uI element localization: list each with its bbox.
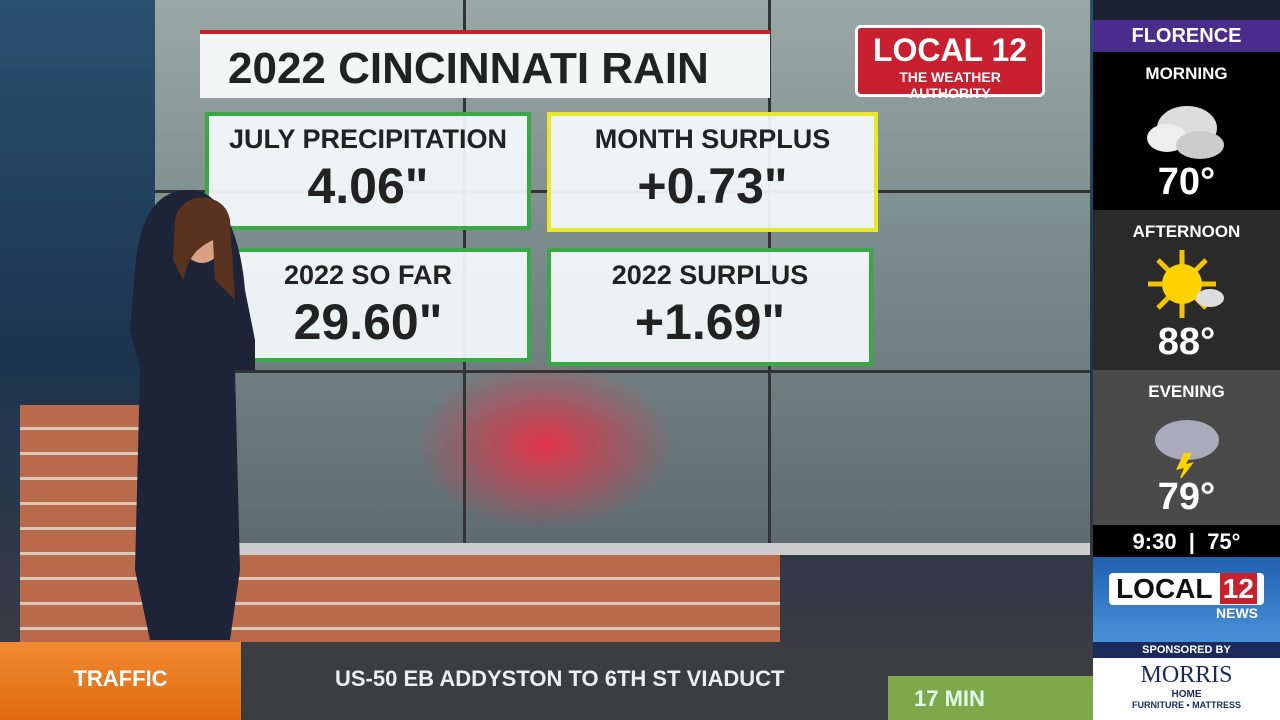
logo-tagline: THE WEATHER AUTHORITY (899, 69, 1001, 101)
stat-box: JULY PRECIPITATION 4.06" (205, 112, 531, 230)
sponsor-name: MORRIS (1140, 662, 1233, 688)
stat-box: 2022 SO FAR 29.60" (205, 248, 531, 362)
logo-brand: LOCAL (872, 32, 983, 68)
logo-number: 12 (991, 32, 1028, 68)
cloud-icon (1146, 106, 1224, 159)
period-name: AFTERNOON (1132, 222, 1241, 241)
stat-value: +0.73" (637, 158, 788, 214)
weather-logo: LOCAL 12 THE WEATHER AUTHORITY (855, 25, 1045, 101)
period-name: EVENING (1148, 382, 1225, 401)
logo-sub: NEWS (1216, 605, 1258, 621)
stat-label: JULY PRECIPITATION (228, 124, 508, 154)
forecast-period: EVENING 79° (1093, 370, 1280, 525)
rain-blur (415, 360, 675, 530)
presenter (130, 190, 255, 640)
sponsor: SPONSORED BY MORRIS HOME FURNITURE • MAT… (1093, 642, 1280, 720)
forecast-period: AFTERNOON 88° (1093, 210, 1280, 370)
title-bar: 2022 CINCINNATI RAIN (200, 30, 770, 98)
period-temp: 88° (1157, 321, 1216, 363)
period-name: MORNING (1145, 64, 1228, 83)
logo-brand: LOCAL (1116, 573, 1212, 604)
storm-icon (1154, 420, 1219, 478)
period-temp: 70° (1157, 161, 1216, 203)
forecast-period: MORNING 70° (1093, 52, 1280, 210)
sponsor-label: SPONSORED BY (1093, 642, 1280, 658)
stat-value: +1.69" (634, 294, 786, 350)
period-temp: 79° (1157, 476, 1216, 518)
stat-label: 2022 SURPLUS (611, 260, 809, 290)
sun-icon (1147, 250, 1224, 318)
stat-value: 4.06" (307, 158, 429, 214)
stat-box: MONTH SURPLUS +0.73" (547, 112, 878, 232)
sponsor-sub: HOME (1171, 689, 1202, 700)
stat-label: 2022 SO FAR (283, 260, 453, 290)
title: 2022 CINCINNATI RAIN (228, 44, 709, 93)
ticker-time: 17 MIN (888, 676, 1093, 720)
stat-box: 2022 SURPLUS +1.69" (547, 248, 873, 366)
location-header: FLORENCE (1093, 20, 1280, 52)
ticker-category: TRAFFIC (0, 642, 241, 720)
current-temp: 75° (1207, 529, 1241, 554)
stat-label: MONTH SURPLUS (594, 124, 831, 154)
sponsor-line: FURNITURE • MATTRESS (1132, 700, 1241, 710)
wall-seam (155, 370, 1090, 373)
time-bar: 9:30 | 75° (1093, 525, 1280, 557)
news-logo: LOCAL 12 NEWS (1093, 557, 1280, 642)
clock: 9:30 (1132, 529, 1177, 554)
logo-number: 12 (1219, 573, 1257, 604)
stat-value: 29.60" (293, 294, 443, 350)
